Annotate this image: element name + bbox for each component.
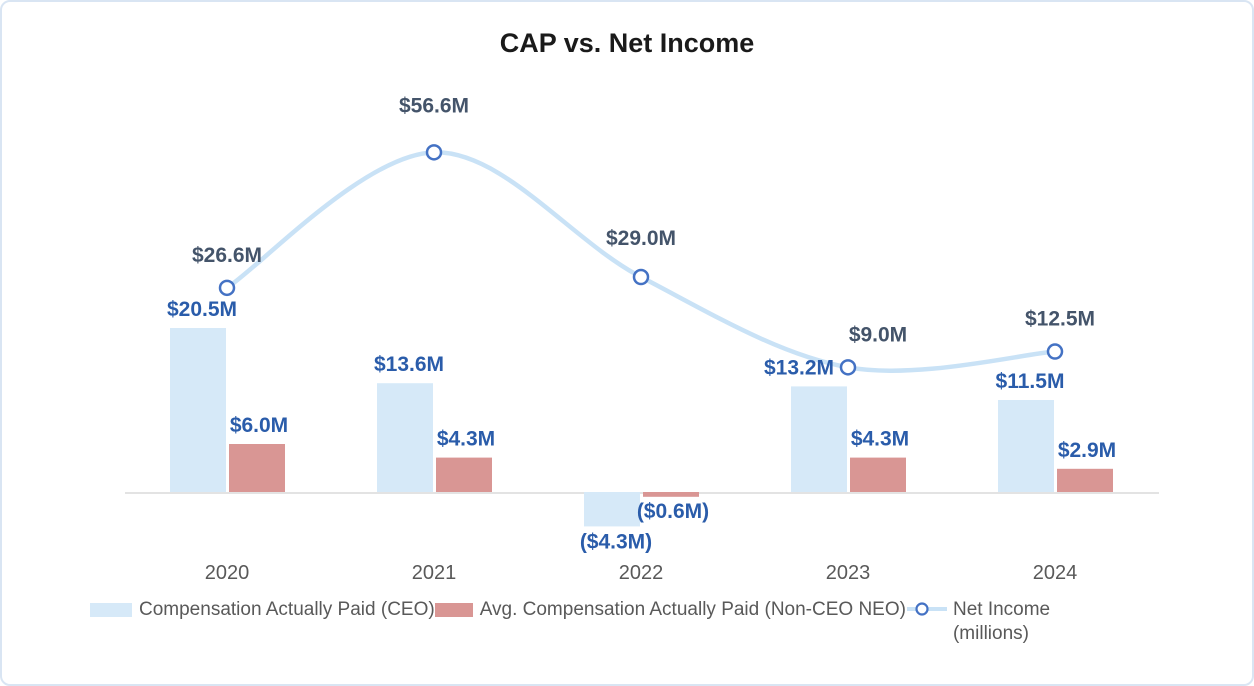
net-income-marker-2022 — [632, 268, 650, 286]
label-net-income-2022: $29.0M — [606, 227, 676, 250]
net-income-line — [225, 150, 1056, 373]
bar-cap-nonceo-2023 — [850, 457, 906, 492]
label-cap-nonceo-2022: ($0.6M) — [637, 500, 709, 523]
label-cap-nonceo-2021: $4.3M — [437, 428, 495, 451]
legend-item-cap-nonceo: Avg. Compensation Actually Paid (Non-CEO… — [434, 598, 906, 622]
legend-swatch-nonceo-bar — [434, 603, 473, 617]
label-cap-nonceo-2020: $6.0M — [230, 414, 288, 437]
legend-label-net-income: Net Income (millions) — [952, 599, 1051, 644]
label-cap-nonceo-2024: $2.9M — [1058, 439, 1116, 462]
label-cap-ceo-2023: $13.2M — [764, 356, 834, 379]
label-cap-ceo-2022: ($4.3M) — [580, 530, 652, 553]
label-cap-ceo-2024: $11.5M — [996, 370, 1065, 393]
bar-cap-nonceo-2022 — [643, 492, 699, 497]
label-cap-ceo-2020: $20.5M — [167, 298, 237, 321]
bar-cap-nonceo-2024 — [1057, 468, 1113, 492]
label-net-income-2023: $9.0M — [849, 323, 907, 346]
bar-cap-nonceo-2021 — [436, 457, 492, 492]
bar-cap-ceo-2024 — [998, 400, 1054, 492]
label-net-income-2024: $12.5M — [1025, 308, 1095, 331]
bar-cap-ceo-2023 — [791, 386, 847, 492]
bar-cap-ceo-2022 — [584, 492, 640, 527]
label-net-income-2021: $56.6M — [399, 94, 469, 117]
legend-item-cap-ceo: Compensation Actually Paid (CEO) — [90, 598, 435, 622]
x-axis-label-2021: 2021 — [412, 562, 457, 584]
net-income-marker-2020 — [218, 279, 236, 297]
x-axis-label-2022: 2022 — [619, 562, 664, 584]
x-axis-label-2023: 2023 — [826, 562, 871, 584]
legend-label-ceo: Compensation Actually Paid (CEO) — [139, 599, 435, 620]
bar-cap-nonceo-2020 — [229, 444, 285, 492]
bar-cap-ceo-2021 — [377, 383, 433, 492]
net-income-marker-2023 — [839, 359, 857, 376]
label-cap-nonceo-2023: $4.3M — [851, 428, 909, 451]
legend-swatch-ceo-bar — [90, 603, 132, 617]
legend: Compensation Actually Paid (CEO) Avg. Co… — [90, 598, 1180, 646]
line-marker-icon — [906, 602, 947, 616]
label-net-income-2020: $26.6M — [192, 244, 262, 267]
x-axis-label-2024: 2024 — [1033, 562, 1078, 584]
label-cap-ceo-2021: $13.6M — [374, 353, 444, 376]
legend-label-nonceo: Avg. Compensation Actually Paid (Non-CEO… — [479, 599, 906, 620]
chart-title: CAP vs. Net Income — [499, 28, 755, 58]
net-income-marker-2024 — [1046, 343, 1064, 360]
x-axis-label-2020: 2020 — [205, 562, 250, 584]
net-income-marker-2021 — [425, 144, 443, 161]
legend-item-net-income: Net Income (millions) — [906, 598, 1085, 646]
bar-cap-ceo-2020 — [170, 328, 226, 492]
